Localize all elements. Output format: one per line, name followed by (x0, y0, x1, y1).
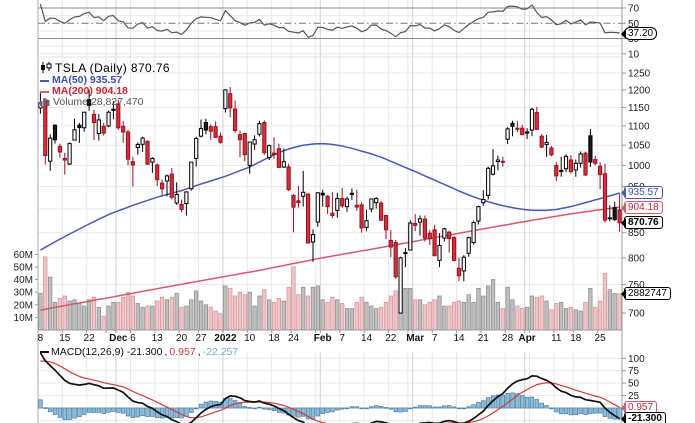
svg-text:28: 28 (502, 333, 514, 344)
macd-value-signal: 0.957 (169, 346, 196, 358)
svg-text:27: 27 (195, 333, 207, 344)
svg-text:100: 100 (628, 354, 645, 365)
symbol-title: TSLA (Daily) 870.76 (55, 61, 170, 75)
svg-text:Dec: Dec (109, 333, 128, 344)
svg-text:800: 800 (628, 253, 645, 264)
right-axis-labels: 7050301012501200115011001050100095090085… (622, 4, 651, 402)
svg-text:14: 14 (453, 333, 465, 344)
svg-text:700: 700 (628, 309, 645, 320)
svg-text:Mar: Mar (406, 333, 424, 344)
volume-bars-icon (40, 97, 50, 109)
ma200-label: MA(200) 904.18 (52, 85, 128, 97)
x-axis-labels: 8 15 22 Dec 6 13 20 27 2022 10 18 24 Feb 7 14 22 Mar 7 14 2… (38, 333, 606, 344)
svg-text:25: 25 (628, 391, 640, 402)
ma50-label: MA(50) 935.57 (52, 74, 123, 86)
svg-text:850: 850 (628, 228, 645, 239)
svg-text:22: 22 (385, 333, 397, 344)
svg-text:2022: 2022 (214, 333, 237, 344)
macd-line-swatch (40, 351, 49, 353)
svg-text:20M: 20M (14, 300, 33, 311)
macd-legend: MACD(12,26,9) -21.300, 0.957, -22.257 (40, 346, 238, 358)
macd-value-hist: -22.257 (202, 346, 239, 358)
candles (38, 87, 622, 314)
axis-frame (37, 0, 623, 423)
svg-text:24: 24 (288, 333, 300, 344)
svg-text:1150: 1150 (628, 103, 650, 114)
price-legend: TSLA (Daily) 870.76 MA(50) 935.57 MA(200… (40, 62, 170, 108)
ma200-line-swatch (40, 90, 49, 93)
volume-value-badge: 2882747 (621, 287, 671, 300)
last-price-badge: 870.76 (621, 216, 663, 229)
ma200-line (40, 206, 620, 311)
macd-value-main: MACD(12,26,9) -21.300 (51, 346, 163, 358)
svg-text:50M: 50M (14, 263, 33, 274)
macd-main-line (39, 352, 621, 423)
svg-text:1200: 1200 (628, 85, 651, 96)
svg-text:75: 75 (628, 366, 640, 377)
svg-text:50: 50 (628, 19, 640, 30)
svg-text:6: 6 (130, 333, 136, 344)
svg-text:1000: 1000 (628, 161, 651, 172)
svg-text:8: 8 (38, 333, 44, 344)
svg-text:7: 7 (432, 333, 438, 344)
oscillator-line (39, 3, 620, 39)
svg-text:50: 50 (628, 379, 640, 390)
svg-text:15: 15 (59, 333, 71, 344)
svg-text:18: 18 (268, 333, 280, 344)
svg-text:10: 10 (628, 49, 640, 60)
volume-label: Volume 28,827,470 (53, 96, 144, 108)
svg-text:Apr: Apr (518, 333, 535, 344)
svg-text:Feb: Feb (314, 333, 332, 344)
oscillator-value-badge: 37.20 (620, 27, 658, 40)
svg-text:70: 70 (628, 4, 640, 15)
svg-text:20: 20 (176, 333, 188, 344)
svg-text:14: 14 (361, 333, 373, 344)
svg-text:30M: 30M (14, 288, 33, 299)
svg-text:750: 750 (628, 280, 645, 291)
svg-text:1050: 1050 (628, 141, 651, 152)
svg-text:10M: 10M (14, 313, 33, 324)
svg-text:21: 21 (478, 333, 490, 344)
volume-bars (38, 256, 622, 330)
svg-text:11: 11 (551, 333, 562, 344)
svg-text:1250: 1250 (628, 69, 651, 80)
macd-panel (38, 352, 622, 423)
ma200-value-badge: 904.18 (621, 201, 663, 214)
svg-text:18: 18 (570, 333, 582, 344)
macd-signal-line (40, 360, 620, 423)
ma50-line (40, 142, 620, 251)
ma50-line-swatch (40, 79, 49, 82)
svg-text:13: 13 (152, 333, 164, 344)
svg-text:25: 25 (595, 333, 607, 344)
svg-text:40M: 40M (14, 275, 33, 286)
ma50-value-badge: 935.57 (621, 186, 663, 199)
candlestick-icon (40, 62, 52, 75)
svg-text:7: 7 (339, 333, 345, 344)
svg-text:60M: 60M (14, 250, 33, 261)
svg-text:1100: 1100 (628, 121, 650, 132)
oscillator-panel (38, 3, 622, 39)
svg-text:22: 22 (84, 333, 96, 344)
macd-value-badge: -21.300 (621, 412, 666, 423)
svg-text:10: 10 (244, 333, 256, 344)
macd-histogram (38, 392, 622, 421)
